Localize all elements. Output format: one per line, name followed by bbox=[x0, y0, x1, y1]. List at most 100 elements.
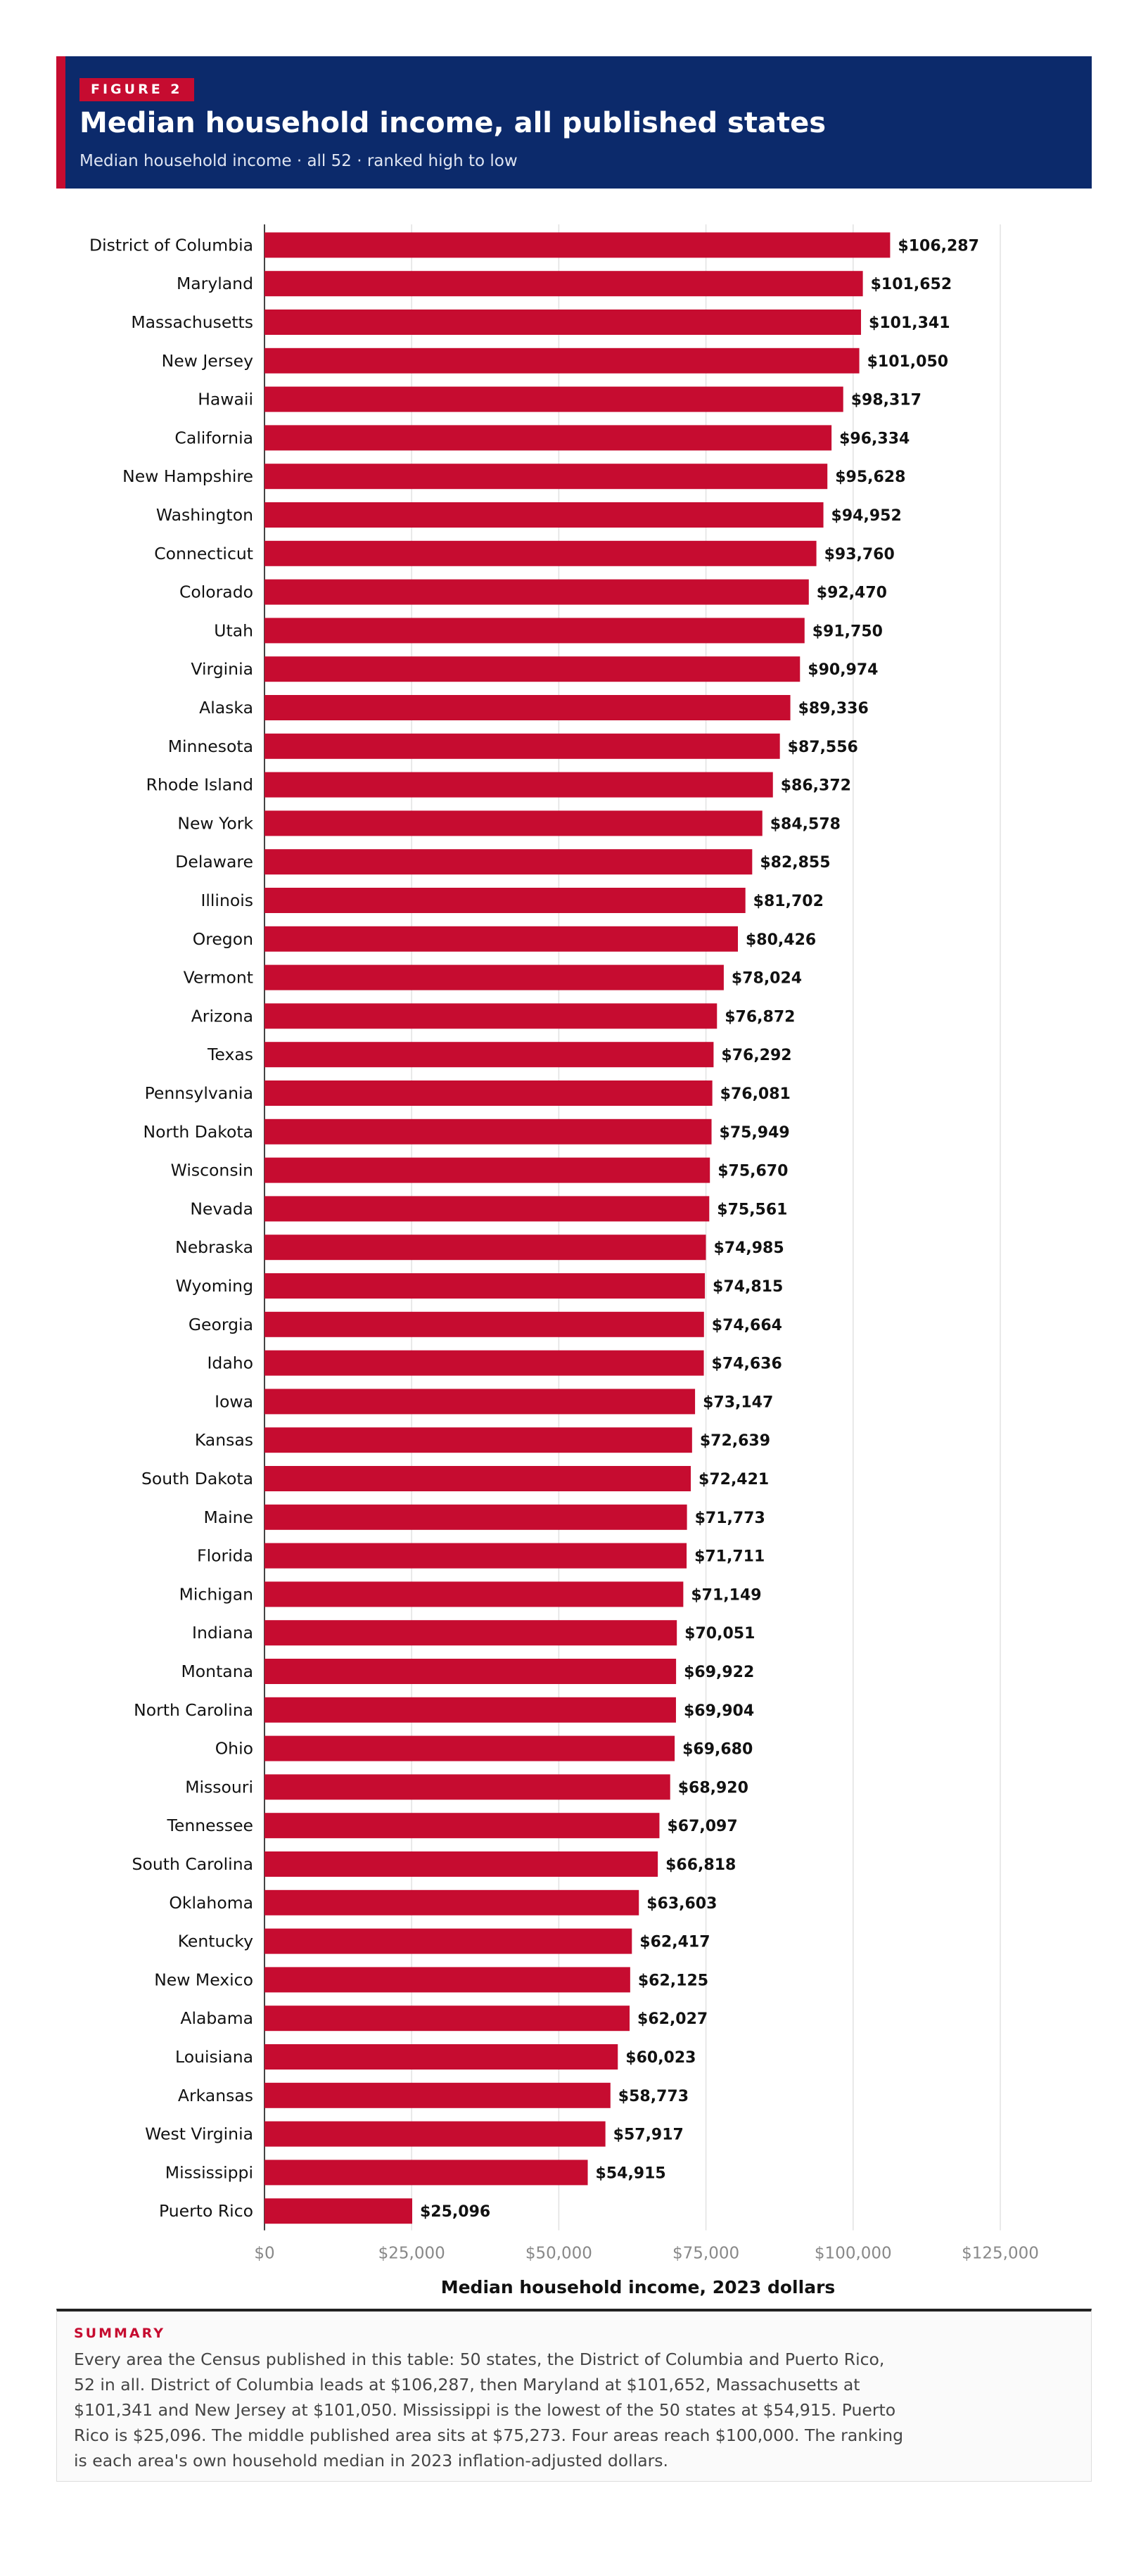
value-label: $74,636 bbox=[712, 1356, 782, 1373]
bar bbox=[264, 656, 801, 682]
value-label: $73,147 bbox=[703, 1394, 773, 1411]
bar bbox=[264, 1157, 710, 1183]
category-label: Texas bbox=[207, 1045, 253, 1064]
category-label: Kentucky bbox=[178, 1932, 253, 1951]
bar bbox=[264, 2006, 630, 2032]
bar bbox=[264, 1851, 658, 1877]
bar bbox=[264, 2082, 611, 2108]
value-label: $95,628 bbox=[835, 468, 905, 486]
bar bbox=[264, 2044, 618, 2070]
bar bbox=[264, 1003, 718, 1029]
bar bbox=[264, 1389, 696, 1415]
bar bbox=[264, 926, 739, 952]
category-label: California bbox=[174, 428, 253, 447]
value-label: $25,096 bbox=[420, 2203, 490, 2221]
category-label: Virginia bbox=[191, 659, 253, 679]
value-label: $91,750 bbox=[812, 623, 883, 640]
bar bbox=[264, 271, 863, 297]
category-label: West Virginia bbox=[145, 2124, 253, 2144]
category-label: Nebraska bbox=[175, 1237, 253, 1257]
value-label: $75,561 bbox=[717, 1201, 787, 1218]
value-label: $93,760 bbox=[824, 546, 895, 563]
bar bbox=[264, 849, 753, 875]
bar bbox=[264, 2198, 413, 2224]
category-label: Alabama bbox=[180, 2008, 253, 2028]
category-label: South Dakota bbox=[141, 1469, 253, 1488]
bar-chart: District of Columbia Maryland Massachusett… bbox=[89, 224, 1039, 2297]
category-labels: District of Columbia Maryland Massachusett… bbox=[89, 235, 253, 2221]
value-label: $74,985 bbox=[713, 1239, 784, 1257]
value-label: $80,426 bbox=[746, 931, 816, 949]
bar bbox=[264, 810, 763, 836]
value-label: $101,341 bbox=[869, 314, 950, 332]
category-label: Illinois bbox=[200, 891, 253, 910]
category-label: Colorado bbox=[179, 582, 253, 602]
bar bbox=[264, 1042, 714, 1068]
category-label: Indiana bbox=[192, 1623, 253, 1643]
summary-heading: SUMMARY bbox=[74, 2326, 165, 2341]
category-label: Montana bbox=[181, 1662, 253, 1681]
x-tick-label: $0 bbox=[254, 2245, 274, 2263]
category-label: Nevada bbox=[190, 1199, 253, 1218]
value-label: $94,952 bbox=[831, 507, 902, 525]
category-label: District of Columbia bbox=[89, 235, 253, 255]
bar bbox=[264, 1735, 675, 1761]
bar bbox=[264, 618, 805, 644]
bar bbox=[264, 347, 860, 374]
bar bbox=[264, 1080, 713, 1106]
bar bbox=[264, 888, 746, 913]
value-label: $96,334 bbox=[839, 430, 910, 447]
summary-text: Every area the Census published in this … bbox=[74, 2349, 904, 2470]
value-label: $71,149 bbox=[691, 1586, 761, 1604]
category-label: Georgia bbox=[189, 1315, 253, 1334]
bar bbox=[264, 1697, 676, 1723]
category-label: Florida bbox=[197, 1546, 253, 1566]
bar bbox=[264, 1427, 692, 1453]
bar bbox=[264, 540, 817, 566]
value-label: $72,639 bbox=[700, 1432, 770, 1450]
x-tick-label: $75,000 bbox=[672, 2245, 739, 2263]
category-label: New York bbox=[177, 813, 253, 833]
category-label: Idaho bbox=[207, 1353, 253, 1373]
bar bbox=[264, 1928, 632, 1954]
value-label: $63,603 bbox=[646, 1895, 717, 1913]
value-label: $62,125 bbox=[638, 1972, 708, 1989]
x-tick-label: $125,000 bbox=[962, 2245, 1039, 2263]
x-tick-label: $25,000 bbox=[378, 2245, 445, 2263]
category-label: Minnesota bbox=[168, 737, 253, 756]
category-label: Ohio bbox=[215, 1739, 253, 1759]
category-label: Maryland bbox=[177, 274, 253, 293]
value-label: $76,081 bbox=[720, 1085, 791, 1103]
bar bbox=[264, 964, 724, 990]
bar bbox=[264, 1273, 706, 1299]
bar bbox=[264, 386, 843, 412]
value-label: $87,556 bbox=[788, 739, 858, 756]
bar bbox=[264, 1659, 677, 1684]
bar bbox=[264, 2121, 606, 2147]
bar bbox=[264, 1813, 660, 1839]
category-label: Delaware bbox=[175, 852, 253, 872]
value-label: $60,023 bbox=[625, 2049, 696, 2067]
bar bbox=[264, 579, 809, 605]
category-label: Puerto Rico bbox=[159, 2201, 253, 2221]
value-label: $69,922 bbox=[684, 1664, 754, 1681]
value-label: $106,287 bbox=[898, 237, 979, 255]
bar bbox=[264, 464, 828, 490]
bar bbox=[264, 1196, 710, 1222]
category-label: Vermont bbox=[184, 968, 253, 988]
value-label: $76,292 bbox=[721, 1047, 791, 1064]
x-tick-labels: $0 $25,000 $50,000 $75,000 $100,000 $125,000 bbox=[254, 2245, 1039, 2263]
bar bbox=[264, 1543, 687, 1569]
header-accent-stripe bbox=[56, 56, 65, 189]
chart-bars bbox=[264, 232, 891, 2224]
value-label: $57,917 bbox=[613, 2127, 684, 2144]
category-label: South Carolina bbox=[132, 1854, 253, 1874]
category-label: Kansas bbox=[195, 1430, 253, 1450]
x-axis-label: Median household income, 2023 dollars bbox=[441, 2277, 836, 2297]
category-label: Pennsylvania bbox=[145, 1083, 253, 1103]
bar bbox=[264, 1967, 630, 1993]
category-label: Rhode Island bbox=[146, 775, 253, 795]
value-label: $62,027 bbox=[637, 2010, 708, 2028]
category-label: Michigan bbox=[179, 1584, 253, 1604]
category-label: Connecticut bbox=[154, 544, 253, 563]
